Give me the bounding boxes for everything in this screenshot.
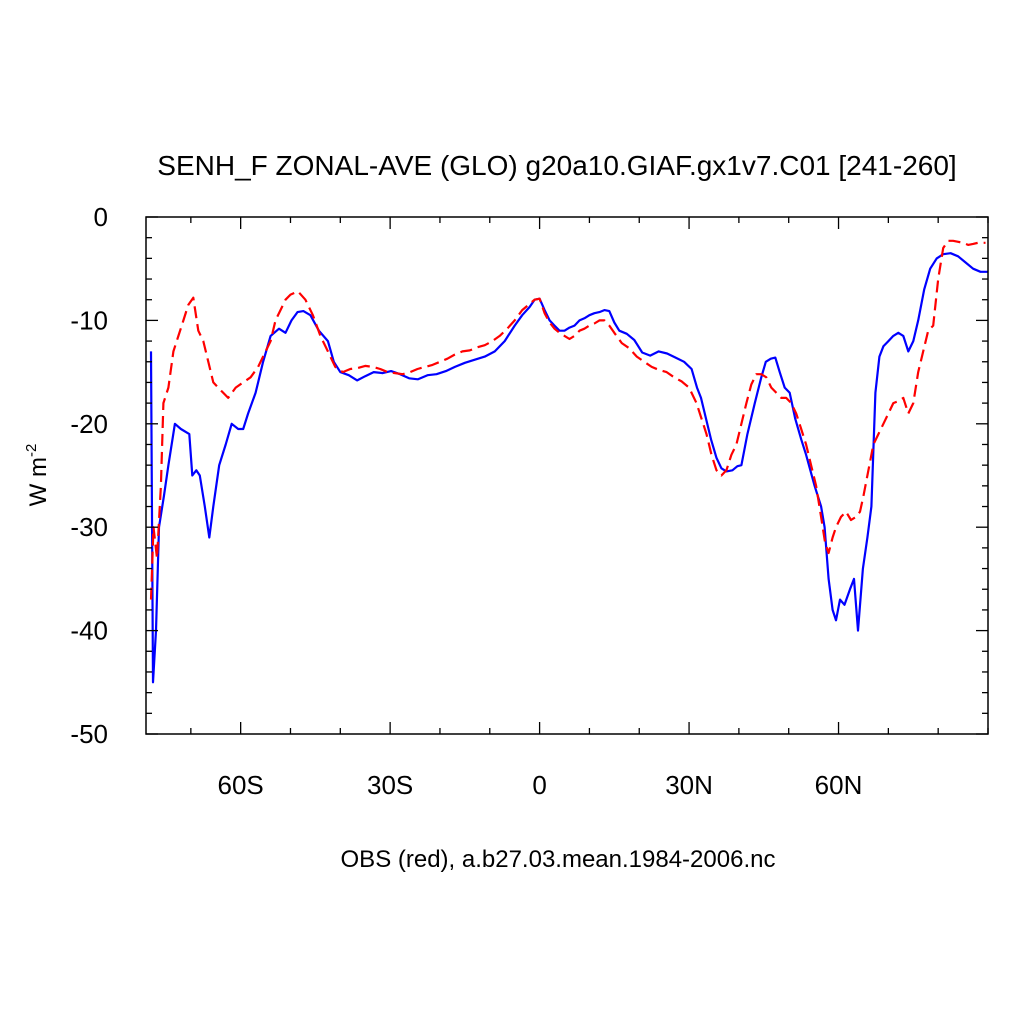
axis-ticks — [146, 216, 989, 735]
y-tick-label: -40 — [70, 616, 108, 646]
series-line-1 — [149, 252, 988, 684]
y-axis-label-exponent: -2 — [23, 444, 40, 457]
y-axis-label-base: W m — [25, 457, 52, 506]
y-tick-label: -20 — [70, 409, 108, 439]
y-tick-label: -50 — [70, 719, 108, 749]
x-tick-label: 30N — [665, 770, 713, 800]
x-tick-label: 60S — [218, 770, 264, 800]
x-tick-label: 0 — [532, 770, 546, 800]
x-axis-label: OBS (red), a.b27.03.mean.1984-2006.nc — [341, 846, 776, 873]
y-tick-label: -10 — [70, 305, 108, 335]
x-tick-label: 60N — [815, 770, 863, 800]
tick-labels: 60S 30S 0 30N 60N 0 -10 -20 -30 -40 -50 — [70, 202, 862, 800]
y-tick-label: 0 — [94, 202, 108, 232]
plot-lines — [149, 239, 988, 684]
plot-frame — [145, 216, 989, 735]
series-line-2 — [149, 239, 986, 600]
y-axis-label: W m-2 — [23, 444, 52, 507]
y-tick-label: -30 — [70, 512, 108, 542]
x-tick-label: 30S — [367, 770, 413, 800]
chart-title: SENH_F ZONAL-AVE (GLO) g20a10.GIAF.gx1v7… — [157, 150, 956, 181]
